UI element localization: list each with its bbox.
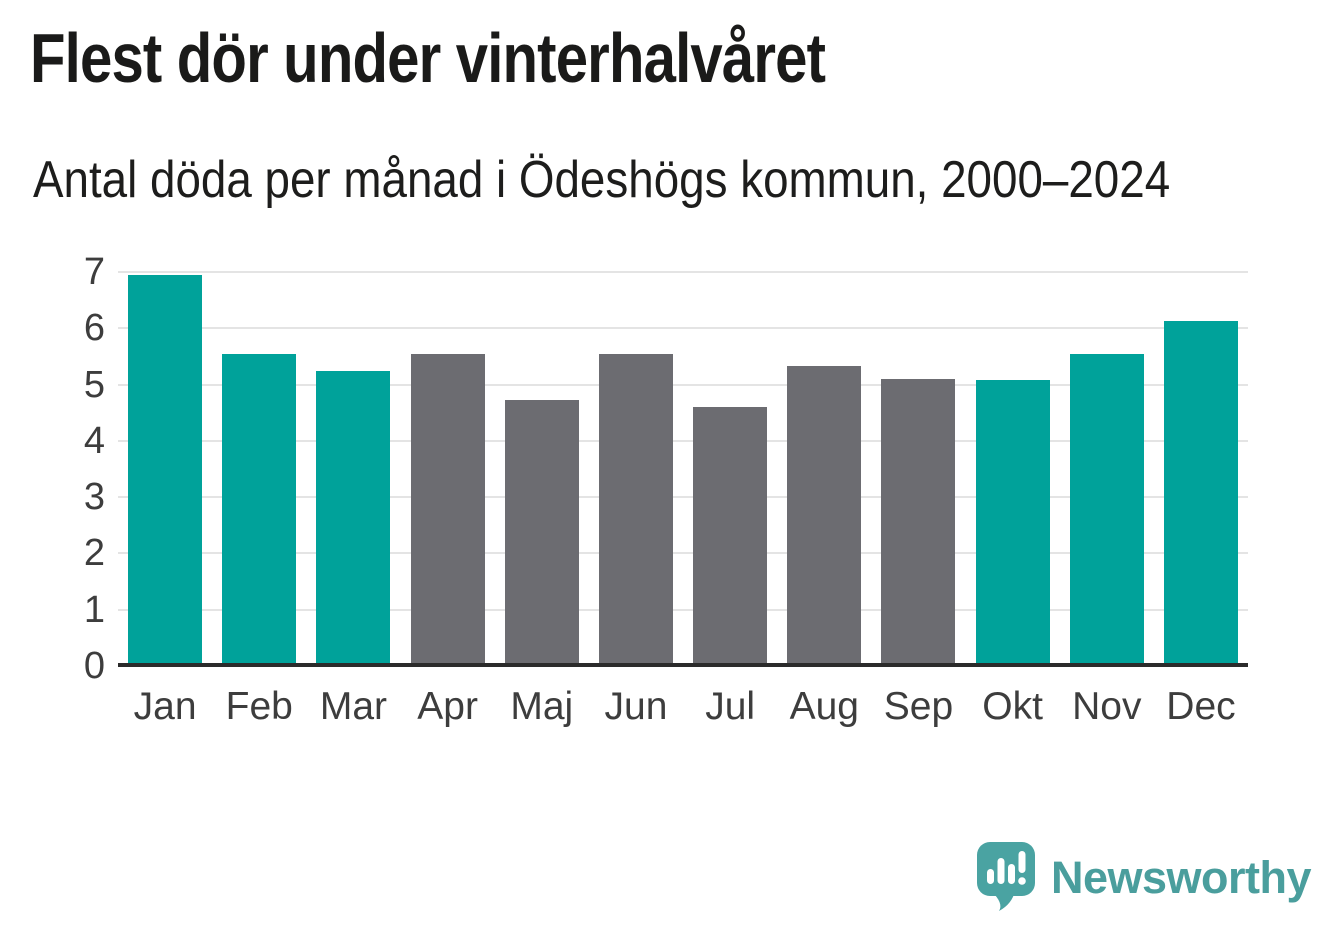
gridline [118,496,1248,499]
chart-bar-feb [222,354,297,666]
newsworthy-speech-bubble-chart-icon [977,842,1035,911]
chart-bar-okt [975,379,1050,666]
bar-slot [495,272,589,666]
chart-bar-jul [693,407,768,666]
gridline [118,439,1248,442]
chart-bar-mar [316,370,391,666]
x-tick-label: Mar [319,685,388,728]
bar-slot [118,272,212,666]
y-tick-label: 7 [83,251,105,293]
newsworthy-wordmark: Newsworthy [1051,851,1312,903]
bar-slot [306,272,400,666]
bar-slot [871,272,965,666]
y-axis: 0 1 2 3 4 5 6 7 [50,253,105,685]
bar-slot [1154,272,1248,666]
y-tick-label: 1 [83,588,105,631]
chart-subtitle: Antal döda per månad i Ödeshögs kommun, … [33,151,1171,209]
y-tick-label: 6 [83,307,105,350]
x-tick-label: Jun [604,685,668,728]
chart-bar-sep [881,378,956,666]
y-tick-label: 4 [83,419,105,462]
gridline [118,608,1248,611]
x-tick-label: Apr [417,685,478,728]
x-tick-label: Maj [510,685,574,728]
bar-slot [212,272,306,666]
y-tick-label: 0 [83,645,105,687]
bar-series [118,272,1248,666]
bar-slot [777,272,871,666]
x-tick-label: Jan [133,685,197,728]
chart-bar-apr [410,354,485,666]
bar-slot [683,272,777,666]
x-axis-baseline [118,663,1248,667]
x-tick-label: Feb [225,685,293,728]
bar-slot [589,272,683,666]
x-tick-label: Dec [1166,685,1236,728]
x-tick-label: Sep [883,685,954,728]
chart-bar-dec [1163,320,1238,666]
plot-area [118,271,1248,666]
gridline [118,271,1248,273]
chart-bar-jan [128,274,203,666]
chart-bar-maj [504,399,579,666]
bar-slot [1060,272,1154,666]
y-tick-label: 2 [83,532,105,575]
chart-bar-jun [598,354,673,666]
y-tick-label: 3 [83,476,105,519]
gridline [118,327,1248,330]
x-tick-label: Nov [1072,685,1142,728]
gridline [118,552,1248,555]
newsworthy-logo: Newsworthy [976,841,1312,913]
bar-slot [401,272,495,666]
chart-bar-aug [787,366,862,666]
x-axis: Jan Feb Mar Apr Maj Jun Jul Aug Sep Okt Nov Dec [118,685,1248,729]
bar-slot [966,272,1060,666]
x-tick-label: Jul [705,685,756,728]
gridline [118,383,1248,386]
chart-bar-nov [1069,354,1144,666]
chart-title: Flest dör under vinterhalvåret [30,19,826,97]
x-tick-label: Aug [789,685,859,728]
x-tick-label: Okt [982,685,1043,728]
y-tick-label: 5 [83,363,105,406]
